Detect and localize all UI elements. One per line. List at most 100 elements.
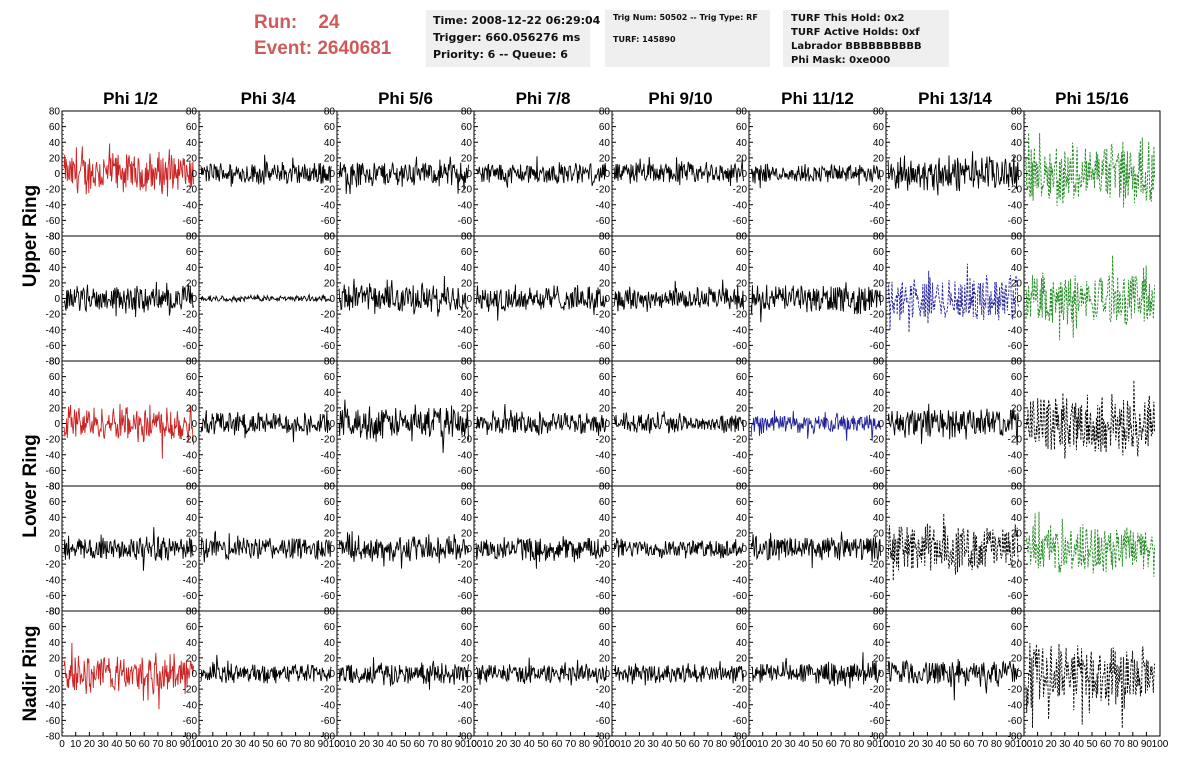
x-tick-label: 30 (1059, 739, 1071, 750)
y-tick-label: -40 (321, 450, 336, 461)
y-tick-label: -60 (733, 216, 748, 227)
y-tick-label: 0 (191, 294, 197, 305)
waveform-trace (475, 657, 607, 686)
x-tick-label: 0 (746, 739, 752, 750)
panel-r1-c1: 80 60 40 20 0 -20 -40 -60 -80 (46, 107, 200, 243)
waveform-trace (338, 156, 469, 195)
y-tick-label: 60 (461, 122, 473, 133)
y-tick-label: 20 (186, 278, 198, 289)
y-tick-label: 80 (1011, 107, 1023, 118)
labrador-text: Labrador BBBBBBBBBB (791, 41, 922, 52)
y-tick-label: 20 (873, 153, 885, 164)
y-tick-label: 40 (736, 388, 748, 399)
column-title-7: Phi 13/14 (918, 89, 992, 108)
y-tick-label: -20 (870, 435, 885, 446)
y-tick-label: 20 (599, 153, 611, 164)
y-tick-label: 20 (736, 403, 748, 414)
y-tick-label: -20 (46, 435, 61, 446)
y-tick-label: -60 (596, 466, 611, 477)
y-tick-label: -60 (458, 466, 473, 477)
y-tick-label: 20 (1011, 278, 1023, 289)
y-tick-label: 20 (736, 653, 748, 664)
x-tick-label: 60 (826, 739, 838, 750)
y-tick-label: 20 (324, 153, 336, 164)
y-tick-label: -60 (183, 341, 198, 352)
waveform-trace (887, 263, 1019, 333)
y-tick-label: 40 (186, 263, 198, 274)
x-tick-label: 40 (661, 739, 673, 750)
x-tick-label: 80 (716, 739, 728, 750)
waveform-trace (63, 642, 194, 710)
panel-frame (611, 485, 750, 612)
y-tick-label: -40 (183, 450, 198, 461)
y-tick-label: -80 (1008, 732, 1023, 743)
y-tick-label: 20 (599, 403, 611, 414)
x-tick-label: 100 (878, 739, 895, 750)
y-tick-label: 0 (54, 669, 60, 680)
y-tick-label: 60 (736, 497, 748, 508)
x-tick-label: 40 (386, 739, 398, 750)
y-tick-label: 60 (324, 497, 336, 508)
y-tick-label: -80 (46, 232, 61, 243)
y-tick-label: 40 (49, 513, 61, 524)
y-tick-label: -40 (458, 325, 473, 336)
y-tick-label: 40 (873, 513, 885, 524)
panel-r2-c1: 80 60 40 20 0 -20 -40 -60 -80 (46, 232, 200, 368)
run-row: Run: 24 (254, 10, 391, 36)
waveform-trace (338, 275, 469, 317)
waveform-trace (475, 156, 607, 188)
x-tick-label: 60 (551, 739, 563, 750)
x-tick-label: 80 (304, 739, 316, 750)
y-tick-label: -60 (46, 466, 61, 477)
y-tick-label: -20 (1008, 685, 1023, 696)
y-tick-label: -60 (596, 716, 611, 727)
y-tick-label: -40 (458, 200, 473, 211)
y-tick-label: 0 (466, 294, 472, 305)
x-tick-label: 30 (785, 739, 797, 750)
y-tick-label: 80 (736, 357, 748, 368)
x-tick-label: 0 (334, 739, 340, 750)
waveform-trace (1025, 132, 1156, 208)
y-tick-label: 40 (599, 138, 611, 149)
y-tick-label: -40 (596, 700, 611, 711)
y-tick-label: -80 (46, 732, 61, 743)
y-tick-label: 80 (461, 232, 473, 243)
y-tick-label: 0 (329, 169, 335, 180)
y-tick-label: 40 (49, 138, 61, 149)
y-tick-label: 80 (49, 357, 61, 368)
y-tick-label: -20 (46, 185, 61, 196)
x-tick-label: 50 (125, 739, 137, 750)
x-tick-label: 80 (166, 739, 178, 750)
x-tick-label: 50 (812, 739, 824, 750)
x-tick-label: 100 (329, 739, 346, 750)
y-tick-label: 60 (736, 372, 748, 383)
y-tick-label: -80 (321, 732, 336, 743)
time-info-box: Time: 2008-12-22 06:29:04 Trigger: 660.0… (426, 10, 600, 67)
y-tick-label: 80 (186, 607, 198, 618)
waveform-trace (750, 163, 881, 189)
y-tick-label: 40 (873, 263, 885, 274)
y-tick-label: 40 (873, 388, 885, 399)
y-tick-label: 60 (186, 497, 198, 508)
y-tick-label: 60 (461, 622, 473, 633)
y-tick-label: 20 (736, 278, 748, 289)
x-tick-label: 20 (84, 739, 96, 750)
y-tick-label: 60 (49, 622, 61, 633)
y-tick-label: 0 (329, 419, 335, 430)
panel-frame (198, 235, 338, 362)
y-tick-label: 80 (873, 482, 885, 493)
y-tick-label: 80 (324, 482, 336, 493)
y-tick-label: 0 (54, 169, 60, 180)
y-tick-label: 80 (873, 232, 885, 243)
y-tick-label: -20 (46, 310, 61, 321)
waveform-trace (613, 537, 744, 559)
waveform-trace (613, 661, 744, 686)
y-tick-label: -60 (1008, 341, 1023, 352)
y-tick-label: -60 (46, 591, 61, 602)
y-tick-label: -60 (1008, 216, 1023, 227)
trigger-info-box: Trig Num: 50502 -- Trig Type: RF TURF: 1… (605, 10, 770, 67)
panel-r3-c1: 80 60 40 20 0 -20 -40 -60 -80 (46, 357, 200, 493)
